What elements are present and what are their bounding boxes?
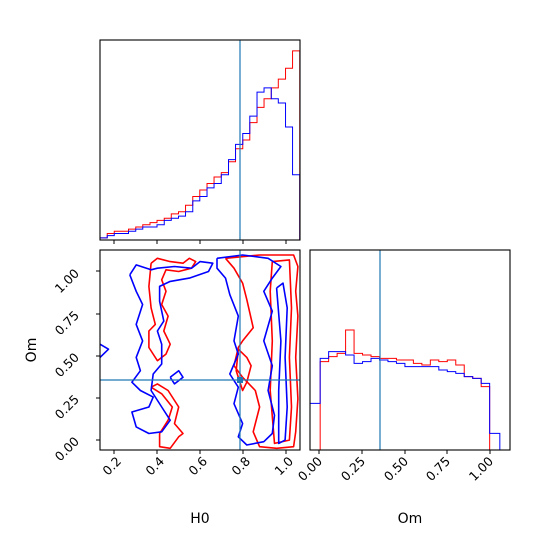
- joint-frame: [99, 249, 301, 451]
- om-y-tick-0: 0.00: [52, 434, 82, 464]
- contour-blue-inner-8: [169, 369, 184, 385]
- om-y-axis-label: Om: [24, 338, 40, 363]
- om-hist-blue: [309, 351, 510, 451]
- h0-tick-4: 1.0: [271, 453, 296, 478]
- h0-tick-0: 0.2: [99, 454, 124, 479]
- om-x-ticks: [318, 450, 491, 454]
- om-marginal-panel: 0.00 0.25 0.50 0.75 1.00 Om: [295, 249, 511, 527]
- h0-hist-red: [99, 50, 301, 240]
- h0-marginal-panel: [99, 39, 301, 244]
- joint-panel: 0.2 0.4 0.6 0.8 1.0 0.00 0.25 0.50 0.75 …: [24, 249, 301, 527]
- h0-tick-2: 0.6: [185, 453, 210, 478]
- contour-red-outer-0: [148, 257, 197, 362]
- contour-blue-inner-7: [275, 282, 289, 445]
- h0-tick-1: 0.4: [142, 453, 167, 478]
- contour-red-outer-1: [150, 383, 184, 450]
- om-x-tick-labels: 0.00 0.25 0.50 0.75 1.00: [295, 453, 496, 483]
- h0-hist-blue: [99, 87, 301, 240]
- om-y-tick-4: 1.00: [52, 266, 82, 296]
- om-tick-3: 0.75: [423, 454, 453, 484]
- om-x-axis-label: Om: [398, 511, 423, 527]
- joint-x-ticks: [113, 450, 287, 454]
- om-y-tick-2: 0.50: [52, 350, 82, 380]
- contour-red-inner-3: [269, 259, 293, 445]
- om-y-tick-1: 0.25: [52, 392, 82, 422]
- om-tick-0: 0.00: [295, 453, 325, 483]
- om-hist-red: [310, 329, 510, 451]
- h0-x-axis-label: H0: [190, 511, 209, 527]
- om-y-tick-3: 0.75: [52, 308, 82, 338]
- om-tick-4: 1.00: [466, 453, 496, 483]
- om-marginal-frame: [309, 249, 511, 451]
- contour-red-outer-2: [224, 254, 299, 450]
- om-tick-2: 0.50: [381, 453, 411, 483]
- joint-y-ticks: [96, 270, 100, 441]
- joint-x-tick-labels: 0.2 0.4 0.6 0.8 1.0: [99, 453, 296, 478]
- h0-tick-3: 0.8: [228, 453, 253, 478]
- h0-marginal-frame: [99, 39, 301, 241]
- joint-y-tick-labels: 0.00 0.25 0.50 0.75 1.00: [52, 266, 82, 464]
- joint-truth-marker: [237, 377, 243, 383]
- contour-blue-outer-5: [129, 260, 214, 435]
- om-tick-1: 0.25: [338, 454, 368, 484]
- h0-marginal-ticks: [113, 240, 287, 244]
- contour-red-inner-4: [235, 348, 252, 392]
- contour-blue-inner-9: [99, 343, 110, 358]
- contour-blue-outer-6: [216, 254, 282, 446]
